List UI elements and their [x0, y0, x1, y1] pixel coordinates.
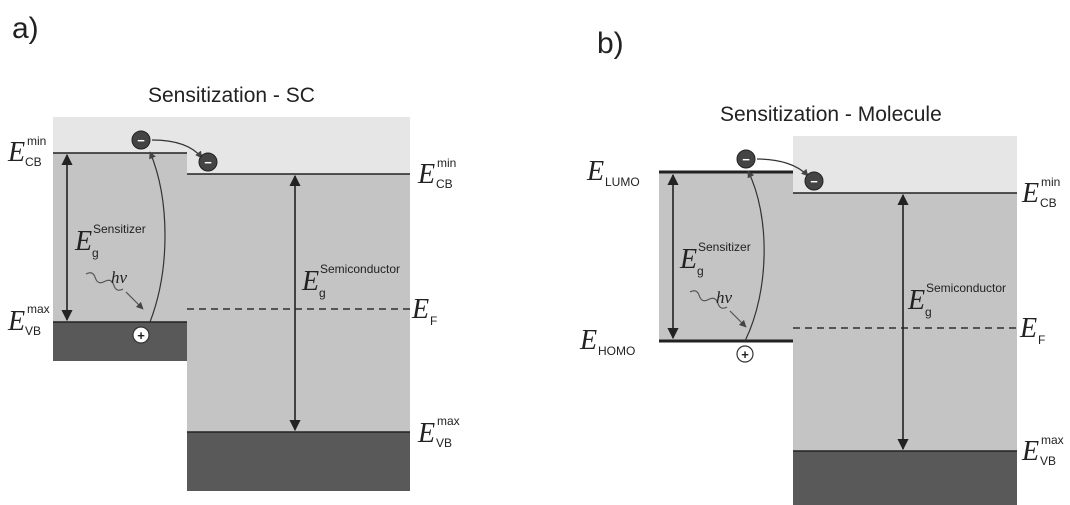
- svg-text:HOMO: HOMO: [598, 344, 635, 358]
- label-right-cb: E min CB: [417, 156, 456, 191]
- svg-text:E: E: [301, 266, 319, 297]
- svg-text:E: E: [7, 306, 25, 337]
- hole-icon: [736, 345, 754, 363]
- transferred-electron-icon: [198, 152, 218, 172]
- label-right-cb: E min CB: [1021, 175, 1060, 210]
- svg-text:F: F: [1038, 333, 1045, 347]
- transfer-arrow: [756, 158, 809, 177]
- label-right-vb: E max VB: [417, 414, 460, 450]
- transferred-electron-sign: −: [204, 155, 212, 170]
- svg-text:g: g: [925, 305, 932, 319]
- semiconductor-band-gap: [187, 174, 410, 432]
- electron-sign: −: [742, 152, 750, 167]
- panel-a: a) Sensitization - SC hν − − + E: [7, 12, 460, 491]
- hole-sign: +: [137, 328, 145, 343]
- electron-icon: [131, 130, 151, 150]
- svg-text:min: min: [27, 134, 46, 148]
- svg-text:max: max: [27, 302, 50, 316]
- hole-sign: +: [741, 347, 749, 362]
- label-molecule-gap: E Sensitizer g: [679, 240, 751, 278]
- svg-text:CB: CB: [1040, 196, 1057, 210]
- photon-wave-icon: [85, 272, 124, 291]
- photon-arrow: [125, 291, 144, 310]
- panel-a-title: Sensitization - SC: [148, 84, 315, 107]
- svg-text:E: E: [74, 226, 92, 257]
- photon-wave-icon: [689, 290, 728, 309]
- svg-text:CB: CB: [436, 177, 453, 191]
- photon-label: hν: [716, 288, 733, 307]
- excitation-arrow: [744, 170, 765, 342]
- svg-text:Semiconductor: Semiconductor: [320, 262, 400, 276]
- svg-text:Sensitizer: Sensitizer: [698, 240, 751, 254]
- label-semiconductor-gap: E Semiconductor g: [301, 262, 400, 300]
- sensitizer-valence-band: [53, 322, 187, 361]
- svg-text:E: E: [417, 418, 435, 449]
- hole-icon: [132, 326, 150, 344]
- label-homo: E HOMO: [579, 325, 635, 358]
- svg-text:E: E: [586, 156, 604, 187]
- semiconductor-conduction-band: [793, 136, 1017, 193]
- semiconductor-valence-band: [793, 451, 1017, 505]
- label-right-vb: E max VB: [1021, 433, 1064, 468]
- svg-text:Semiconductor: Semiconductor: [926, 281, 1006, 295]
- svg-text:Sensitizer: Sensitizer: [93, 222, 146, 236]
- semiconductor-band-gap: [793, 193, 1017, 451]
- label-fermi: E F: [1019, 313, 1045, 347]
- label-fermi: E F: [411, 294, 437, 328]
- svg-text:max: max: [1041, 433, 1064, 447]
- label-sensitizer-gap: E Sensitizer g: [74, 222, 146, 260]
- panel-b-title: Sensitization - Molecule: [720, 103, 942, 126]
- transferred-electron-sign: −: [810, 174, 818, 189]
- svg-text:E: E: [1019, 313, 1037, 344]
- semiconductor-valence-band: [187, 432, 410, 491]
- panel-b: b) Sensitization - Molecule hν − − + E: [579, 27, 1064, 505]
- svg-text:min: min: [437, 156, 456, 170]
- electron-sign: −: [137, 133, 145, 148]
- svg-text:E: E: [411, 294, 429, 325]
- svg-text:E: E: [579, 325, 597, 356]
- svg-text:CB: CB: [25, 155, 42, 169]
- panel-a-label: a): [12, 12, 39, 45]
- svg-text:E: E: [7, 137, 25, 168]
- panel-b-label: b): [597, 27, 624, 60]
- label-left-vb: E max VB: [7, 302, 50, 338]
- svg-text:E: E: [679, 244, 697, 275]
- transferred-electron-icon: [804, 171, 824, 191]
- sensitizer-conduction-band: [53, 117, 187, 153]
- svg-text:E: E: [417, 159, 435, 190]
- svg-text:VB: VB: [1040, 454, 1056, 468]
- svg-text:VB: VB: [25, 324, 41, 338]
- transfer-arrow: [151, 139, 203, 159]
- svg-text:E: E: [1021, 436, 1039, 467]
- excitation-arrow: [149, 151, 166, 323]
- svg-text:min: min: [1041, 175, 1060, 189]
- label-semiconductor-gap: E Semiconductor g: [907, 281, 1006, 319]
- svg-text:LUMO: LUMO: [605, 175, 640, 189]
- sensitizer-band-gap: [53, 153, 187, 322]
- svg-text:g: g: [697, 264, 704, 278]
- svg-text:max: max: [437, 414, 460, 428]
- svg-text:F: F: [430, 314, 437, 328]
- label-lumo: E LUMO: [586, 156, 640, 189]
- svg-text:E: E: [907, 285, 925, 316]
- photon-label: hν: [111, 268, 128, 287]
- photon-arrow: [729, 310, 747, 328]
- svg-text:g: g: [319, 286, 326, 300]
- label-left-cb: E min CB: [7, 134, 46, 169]
- molecule-gap: [659, 172, 793, 341]
- electron-icon: [736, 149, 756, 169]
- svg-text:VB: VB: [436, 436, 452, 450]
- svg-text:E: E: [1021, 178, 1039, 209]
- svg-text:g: g: [92, 246, 99, 260]
- semiconductor-conduction-band: [187, 117, 410, 174]
